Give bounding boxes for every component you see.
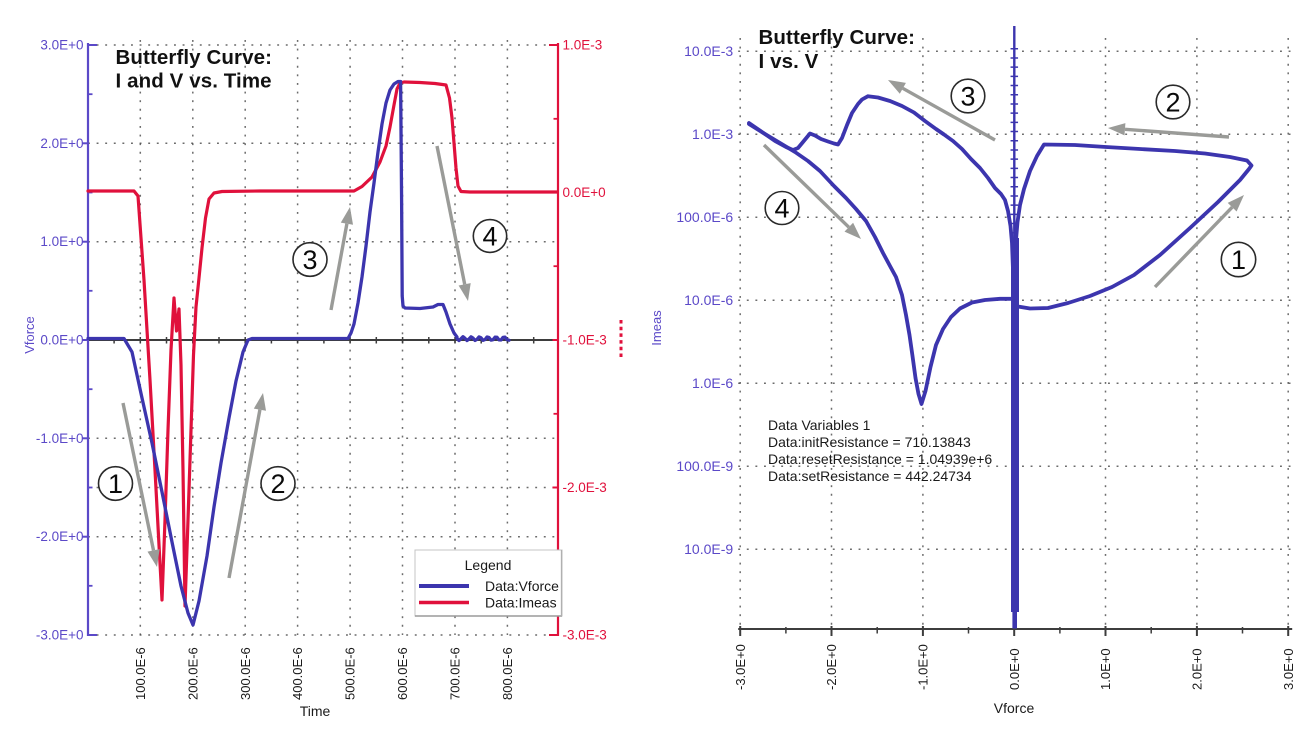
svg-text:-3.0E+0: -3.0E+0: [733, 644, 748, 690]
svg-text:200.0E-6: 200.0E-6: [185, 647, 200, 700]
svg-text:1: 1: [1231, 245, 1246, 275]
svg-text:Butterfly Curve:: Butterfly Curve:: [759, 26, 916, 49]
svg-text:Data:setResistance = 442.24734: Data:setResistance = 442.24734: [768, 468, 972, 484]
svg-text:1.0E+0: 1.0E+0: [40, 234, 83, 249]
svg-text:-1.0E+0: -1.0E+0: [36, 431, 84, 446]
svg-text:4: 4: [482, 222, 497, 252]
svg-text:-2.0E+0: -2.0E+0: [36, 529, 84, 544]
svg-text:Butterfly Curve:: Butterfly Curve:: [116, 46, 273, 69]
svg-text:10.0E-9: 10.0E-9: [684, 541, 733, 557]
svg-text:3.0E+0: 3.0E+0: [1281, 648, 1296, 690]
svg-text:3: 3: [960, 82, 975, 112]
svg-text:1.0E+0: 1.0E+0: [1098, 648, 1113, 690]
svg-text:Data:resetResistance = 1.04939: Data:resetResistance = 1.04939e+6: [768, 451, 992, 467]
svg-text:1: 1: [108, 469, 123, 499]
svg-text:Vforce: Vforce: [22, 316, 37, 354]
svg-text:-3.0E-3: -3.0E-3: [563, 628, 607, 643]
svg-text:Imeas: Imeas: [649, 310, 664, 346]
svg-text:-1.0E+0: -1.0E+0: [916, 644, 931, 690]
svg-text:10.0E-3: 10.0E-3: [684, 43, 733, 59]
svg-text:500.0E-6: 500.0E-6: [343, 647, 358, 700]
svg-text:100.0E-9: 100.0E-9: [676, 458, 733, 474]
svg-text:100.0E-6: 100.0E-6: [133, 647, 148, 700]
svg-text:-1.0E-3: -1.0E-3: [563, 333, 607, 348]
svg-text:3: 3: [302, 245, 317, 275]
svg-text:3.0E+0: 3.0E+0: [40, 38, 83, 53]
svg-text:1.0E-3: 1.0E-3: [692, 126, 733, 142]
svg-text:Data:initResistance = 710.1384: Data:initResistance = 710.13843: [768, 434, 971, 450]
svg-text:I and V vs. Time: I and V vs. Time: [116, 70, 272, 93]
svg-text:Data Variables 1: Data Variables 1: [768, 417, 871, 433]
svg-text:Data:Vforce: Data:Vforce: [485, 578, 559, 594]
svg-text:-3.0E+0: -3.0E+0: [36, 628, 84, 643]
svg-text:Data:Imeas: Data:Imeas: [485, 595, 557, 611]
svg-text:2.0E+0: 2.0E+0: [1190, 648, 1205, 690]
svg-text:-2.0E-3: -2.0E-3: [563, 480, 607, 495]
svg-text:0.0E+0: 0.0E+0: [1007, 648, 1022, 690]
svg-text:0.0E+0: 0.0E+0: [563, 185, 606, 200]
svg-text:4: 4: [774, 194, 789, 224]
svg-text:Legend: Legend: [465, 557, 512, 573]
svg-text:-2.0E+0: -2.0E+0: [824, 644, 839, 690]
svg-text:700.0E-6: 700.0E-6: [448, 647, 463, 700]
svg-text:10.0E-6: 10.0E-6: [684, 292, 733, 308]
svg-text:1.0E-6: 1.0E-6: [692, 375, 733, 391]
svg-text:2: 2: [1165, 88, 1180, 118]
svg-text:300.0E-6: 300.0E-6: [238, 647, 253, 700]
svg-text:Time: Time: [300, 703, 331, 719]
svg-text:1.0E-3: 1.0E-3: [563, 38, 603, 53]
svg-text:600.0E-6: 600.0E-6: [395, 647, 410, 700]
svg-text:Vforce: Vforce: [994, 700, 1035, 716]
svg-text:2.0E+0: 2.0E+0: [40, 136, 83, 151]
svg-text:I vs. V: I vs. V: [759, 50, 819, 73]
svg-text:400.0E-6: 400.0E-6: [290, 647, 305, 700]
svg-text:0.0E+0: 0.0E+0: [40, 333, 83, 348]
svg-text:800.0E-6: 800.0E-6: [500, 647, 515, 700]
svg-text:2: 2: [270, 469, 285, 499]
svg-text:100.0E-6: 100.0E-6: [676, 209, 733, 225]
